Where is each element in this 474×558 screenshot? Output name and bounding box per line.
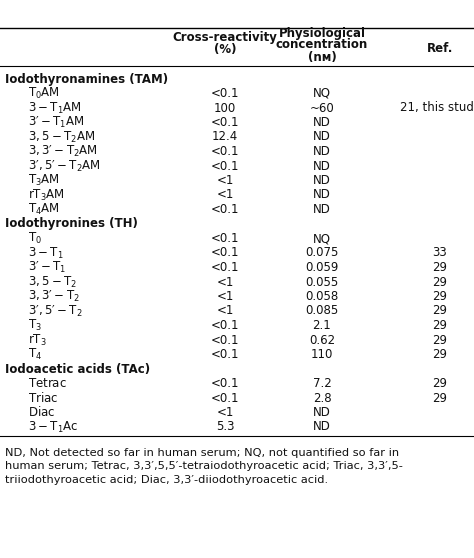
Text: ND: ND <box>313 421 331 434</box>
Text: 33: 33 <box>433 247 447 259</box>
Text: 110: 110 <box>311 348 333 361</box>
Text: $\mathregular{T_{0}AM}$: $\mathregular{T_{0}AM}$ <box>28 86 60 101</box>
Text: <1: <1 <box>216 189 234 201</box>
Text: <0.1: <0.1 <box>211 392 239 405</box>
Text: 2.8: 2.8 <box>313 392 331 405</box>
Text: (%): (%) <box>214 42 236 55</box>
Text: $\mathregular{T_{3}}$: $\mathregular{T_{3}}$ <box>28 318 42 333</box>
Text: 0.058: 0.058 <box>305 290 338 303</box>
Text: Iodothyronamines (TAM): Iodothyronamines (TAM) <box>5 73 168 85</box>
Text: triiodothyroacetic acid; Diac, 3,3′-diiodothyroacetic acid.: triiodothyroacetic acid; Diac, 3,3′-diio… <box>5 475 328 485</box>
Text: ND: ND <box>313 131 331 143</box>
Text: <1: <1 <box>216 406 234 419</box>
Text: 0.62: 0.62 <box>309 334 335 347</box>
Text: $\mathregular{3,5-T_{2}AM}$: $\mathregular{3,5-T_{2}AM}$ <box>28 129 95 145</box>
Text: NQ: NQ <box>313 232 331 245</box>
Text: $\mathregular{Tetrac}$: $\mathregular{Tetrac}$ <box>28 377 67 390</box>
Text: <1: <1 <box>216 174 234 187</box>
Text: $\mathregular{3′,5′-T_{2}AM}$: $\mathregular{3′,5′-T_{2}AM}$ <box>28 158 100 174</box>
Text: $\mathregular{3′-T_{1}AM}$: $\mathregular{3′-T_{1}AM}$ <box>28 115 84 130</box>
Text: $\mathregular{rT_{3}}$: $\mathregular{rT_{3}}$ <box>28 333 46 348</box>
Text: <0.1: <0.1 <box>211 160 239 172</box>
Text: 0.055: 0.055 <box>305 276 338 288</box>
Text: <0.1: <0.1 <box>211 247 239 259</box>
Text: 29: 29 <box>432 377 447 390</box>
Text: ND: ND <box>313 174 331 187</box>
Text: NQ: NQ <box>313 87 331 100</box>
Text: $\mathregular{3-T_{1}}$: $\mathregular{3-T_{1}}$ <box>28 246 64 261</box>
Text: $\mathregular{Diac}$: $\mathregular{Diac}$ <box>28 406 55 420</box>
Text: ND: ND <box>313 203 331 216</box>
Text: $\mathregular{T_{4}}$: $\mathregular{T_{4}}$ <box>28 347 42 362</box>
Text: ND: ND <box>313 406 331 419</box>
Text: <0.1: <0.1 <box>211 348 239 361</box>
Text: <0.1: <0.1 <box>211 87 239 100</box>
Text: 29: 29 <box>432 261 447 274</box>
Text: <0.1: <0.1 <box>211 319 239 332</box>
Text: human serum; Tetrac, 3,3′,5,5′-tetraiodothyroacetic acid; Triac, 3,3′,5-: human serum; Tetrac, 3,3′,5,5′-tetraiodo… <box>5 461 403 471</box>
Text: 29: 29 <box>432 290 447 303</box>
Text: 29: 29 <box>432 392 447 405</box>
Text: ND: ND <box>313 189 331 201</box>
Text: <0.1: <0.1 <box>211 334 239 347</box>
Text: 7.2: 7.2 <box>313 377 331 390</box>
Text: $\mathregular{rT_{3}AM}$: $\mathregular{rT_{3}AM}$ <box>28 187 65 203</box>
Text: $\mathregular{3-T_{1}Ac}$: $\mathregular{3-T_{1}Ac}$ <box>28 420 79 435</box>
Text: <1: <1 <box>216 305 234 318</box>
Text: 29: 29 <box>432 319 447 332</box>
Text: <0.1: <0.1 <box>211 116 239 129</box>
Text: (nм): (nм) <box>308 51 337 64</box>
Text: $\mathregular{3-T_{1}AM}$: $\mathregular{3-T_{1}AM}$ <box>28 100 82 116</box>
Text: 0.075: 0.075 <box>305 247 339 259</box>
Text: <0.1: <0.1 <box>211 232 239 245</box>
Text: 100: 100 <box>214 102 236 114</box>
Text: <1: <1 <box>216 290 234 303</box>
Text: $\mathregular{3,3′-T_{2}AM}$: $\mathregular{3,3′-T_{2}AM}$ <box>28 144 98 159</box>
Text: $\mathregular{3,5-T_{2}}$: $\mathregular{3,5-T_{2}}$ <box>28 275 77 290</box>
Text: 2.1: 2.1 <box>313 319 331 332</box>
Text: 29: 29 <box>432 276 447 288</box>
Text: Ref.: Ref. <box>427 42 453 55</box>
Text: 21, this study: 21, this study <box>400 102 474 114</box>
Text: <0.1: <0.1 <box>211 145 239 158</box>
Text: 29: 29 <box>432 348 447 361</box>
Text: Iodothyronines (TH): Iodothyronines (TH) <box>5 218 138 230</box>
Text: ND: ND <box>313 160 331 172</box>
Text: Cross-reactivity: Cross-reactivity <box>173 31 277 44</box>
Text: $\mathregular{Triac}$: $\mathregular{Triac}$ <box>28 391 58 405</box>
Text: <0.1: <0.1 <box>211 377 239 390</box>
Text: concentration: concentration <box>276 39 368 51</box>
Text: Iodoacetic acids (TAc): Iodoacetic acids (TAc) <box>5 363 150 376</box>
Text: $\mathregular{3′,5′-T_{2}}$: $\mathregular{3′,5′-T_{2}}$ <box>28 304 82 319</box>
Text: ND, Not detected so far in human serum; NQ, not quantified so far in: ND, Not detected so far in human serum; … <box>5 448 399 458</box>
Text: 12.4: 12.4 <box>212 131 238 143</box>
Text: 29: 29 <box>432 305 447 318</box>
Text: ND: ND <box>313 145 331 158</box>
Text: $\mathregular{T_{3}AM}$: $\mathregular{T_{3}AM}$ <box>28 173 60 188</box>
Text: <0.1: <0.1 <box>211 203 239 216</box>
Text: $\mathregular{3,3′-T_{2}}$: $\mathregular{3,3′-T_{2}}$ <box>28 289 80 304</box>
Text: <1: <1 <box>216 276 234 288</box>
Text: Physiological: Physiological <box>279 26 365 40</box>
Text: $\mathregular{3′-T_{1}}$: $\mathregular{3′-T_{1}}$ <box>28 260 66 275</box>
Text: 5.3: 5.3 <box>216 421 234 434</box>
Text: 0.085: 0.085 <box>305 305 338 318</box>
Text: $\mathregular{T_{4}AM}$: $\mathregular{T_{4}AM}$ <box>28 202 60 217</box>
Text: ND: ND <box>313 116 331 129</box>
Text: ~60: ~60 <box>310 102 334 114</box>
Text: 29: 29 <box>432 334 447 347</box>
Text: 0.059: 0.059 <box>305 261 339 274</box>
Text: <0.1: <0.1 <box>211 261 239 274</box>
Text: $\mathregular{T_{0}}$: $\mathregular{T_{0}}$ <box>28 231 42 246</box>
